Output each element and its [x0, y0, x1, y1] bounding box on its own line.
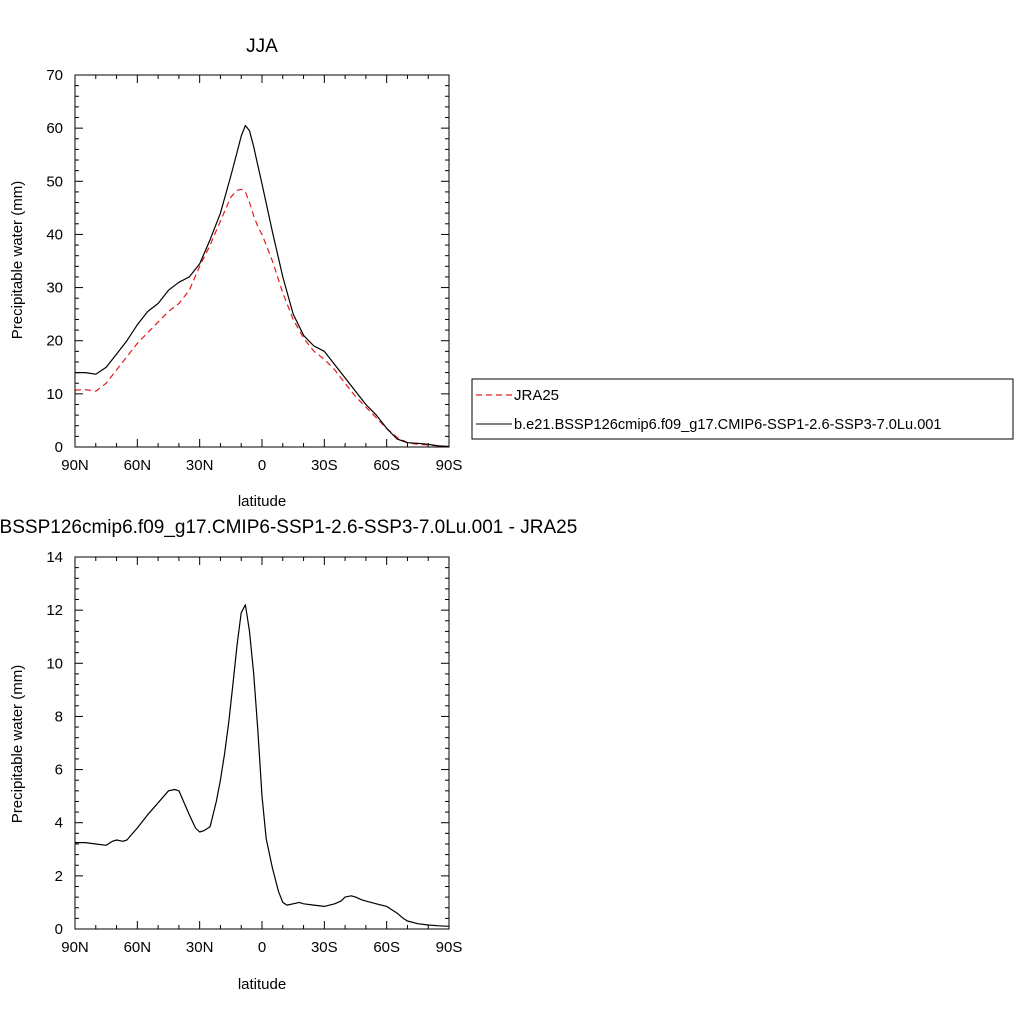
- y-tick-label: 12: [46, 602, 63, 619]
- x-axis-label: latitude: [238, 976, 286, 993]
- axis-ticks: 0 2 4 6 8 10 12 14 90N 60N 30N 0 30S 60S 90S: [46, 549, 462, 956]
- y-tick-label: 30: [46, 280, 63, 297]
- y-tick-label: 2: [55, 868, 63, 885]
- series-group: [74, 124, 450, 448]
- x-tick-label: 60N: [124, 457, 152, 474]
- series-line-jra25: [74, 188, 450, 448]
- x-tick-label: 30S: [311, 939, 338, 956]
- plot-frame: [74, 556, 450, 930]
- x-tick-label: 90S: [436, 457, 463, 474]
- y-tick-label: 50: [46, 173, 63, 190]
- y-tick-label: 40: [46, 226, 63, 243]
- series-line-difference: [75, 604, 450, 927]
- x-tick-label: 0: [258, 457, 266, 474]
- x-tick-label: 60S: [373, 939, 400, 956]
- y-axis-label: Precipitable water (mm): [9, 181, 26, 339]
- y-tick-label: 4: [55, 815, 63, 832]
- series-group: [75, 604, 450, 927]
- y-tick-label: 0: [55, 921, 63, 938]
- x-tick-label: 30N: [186, 939, 214, 956]
- panel-jja: JJA Precipitable water (mm) latitude 0 10…: [9, 36, 462, 510]
- x-tick-label: 60S: [373, 457, 400, 474]
- y-tick-label: 10: [46, 655, 63, 672]
- legend-label-jra25: JRA25: [514, 387, 559, 404]
- x-tick-label: 60N: [124, 939, 152, 956]
- y-tick-label: 6: [55, 762, 63, 779]
- legend-box: [471, 378, 1014, 440]
- x-tick-label: 90N: [61, 457, 89, 474]
- y-tick-label: 70: [46, 67, 63, 84]
- plot-frame: [74, 74, 450, 448]
- chart-title: JJA: [246, 36, 278, 57]
- x-tick-label: 0: [258, 939, 266, 956]
- legend-label-model: b.e21.BSSP126cmip6.f09_g17.CMIP6-SSP1-2.…: [514, 417, 942, 433]
- y-axis-label: Precipitable water (mm): [9, 665, 26, 823]
- x-tick-label: 90S: [436, 939, 463, 956]
- y-tick-label: 20: [46, 333, 63, 350]
- axis-ticks: 0 10 20 30 40 50 60 70 90N 60N 30N 0 30S 60S 90S: [46, 67, 462, 474]
- series-line-b: [75, 124, 450, 448]
- x-tick-label: 30S: [311, 457, 338, 474]
- legend: JRA25 b.e21.BSSP126cmip6.f09_g17.CMIP6-S…: [471, 378, 1014, 440]
- x-tick-label: 90N: [61, 939, 89, 956]
- y-tick-label: 60: [46, 120, 63, 137]
- y-tick-label: 8: [55, 708, 63, 725]
- y-tick-label: 0: [55, 439, 63, 456]
- y-tick-label: 10: [46, 386, 63, 403]
- chart-title: b.e21.BSSP126cmip6.f09_g17.CMIP6-SSP1-2.…: [0, 517, 577, 538]
- panel-difference: b.e21.BSSP126cmip6.f09_g17.CMIP6-SSP1-2.…: [0, 517, 577, 993]
- x-tick-label: 30N: [186, 457, 214, 474]
- x-axis-label: latitude: [238, 493, 286, 510]
- y-tick-label: 14: [46, 549, 63, 566]
